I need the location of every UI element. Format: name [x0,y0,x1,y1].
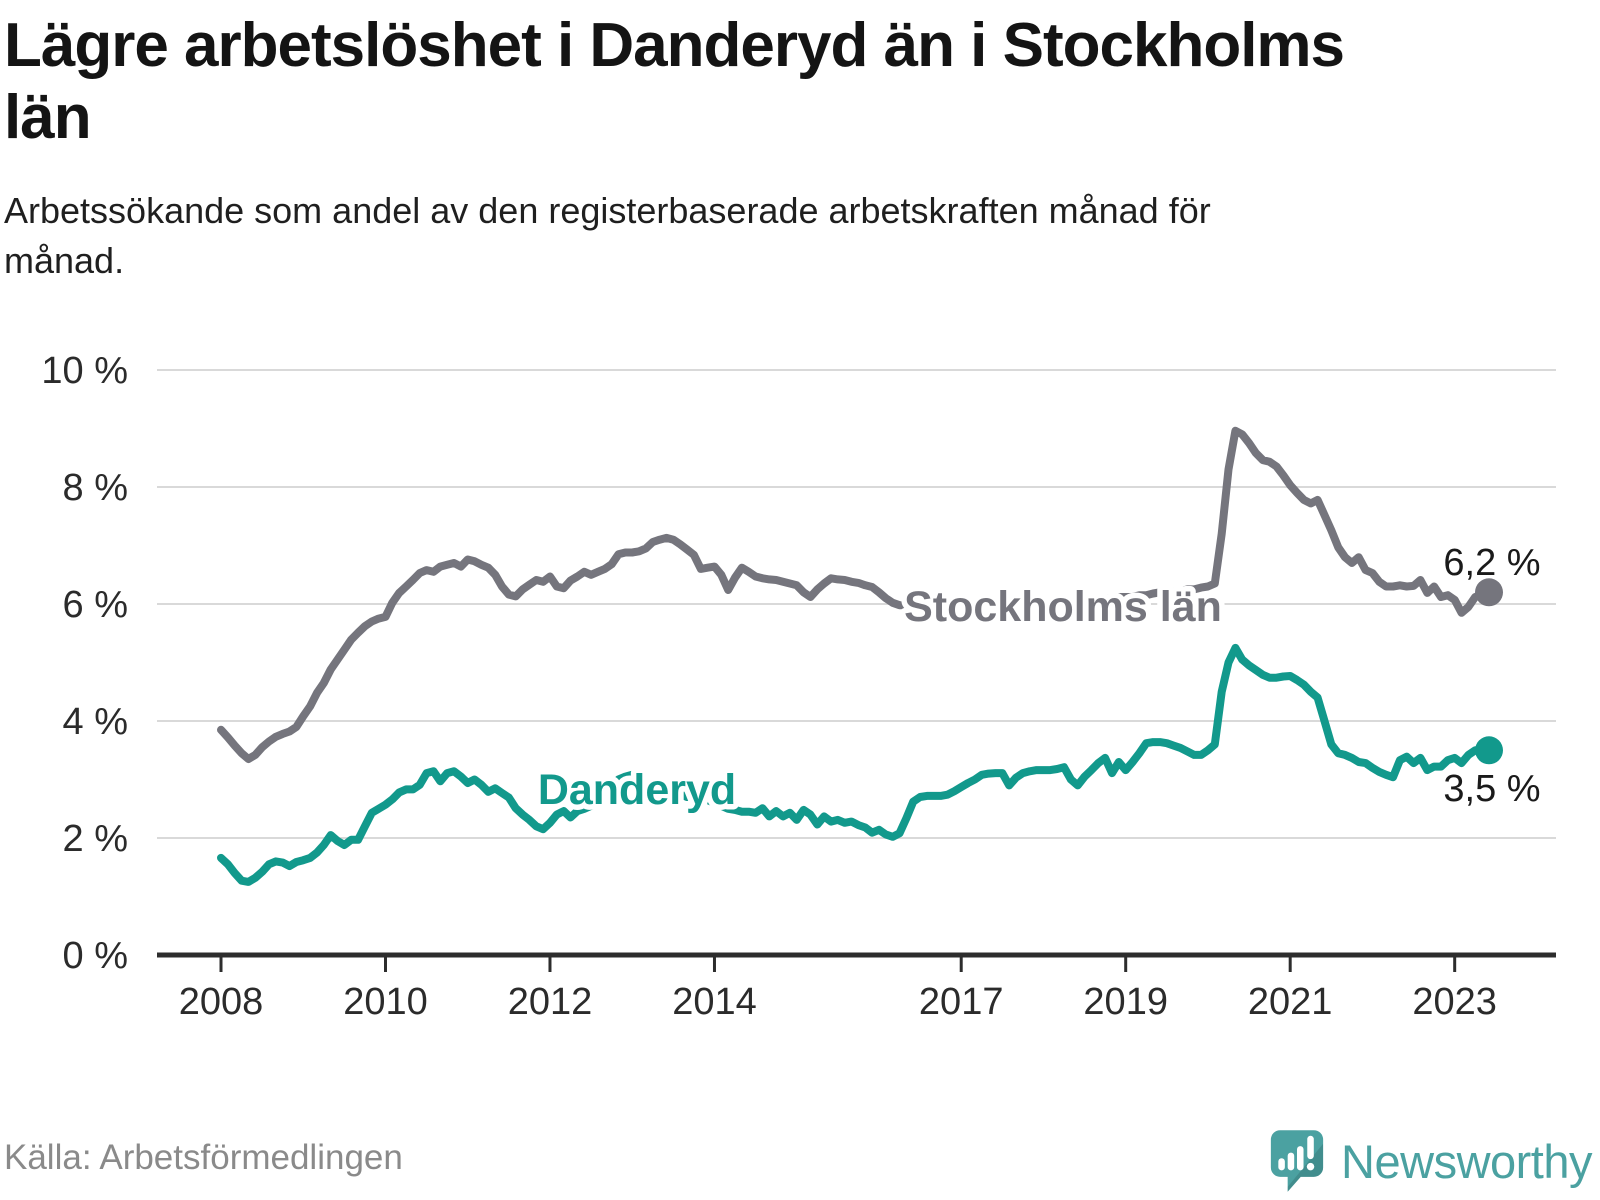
x-axis-label-2010: 2010 [343,981,428,1023]
x-axis-label-2014: 2014 [672,981,757,1023]
bar-chart-glyph-bar1 [1278,1158,1285,1171]
bar-chart-glyph-bar2 [1287,1152,1295,1171]
newsworthy-logo: Newsworthy [1269,1126,1592,1196]
y-axis-label-4: 4 % [63,701,128,743]
series-label-stockholms-l-n: Stockholms län [904,583,1222,631]
y-axis-label-0: 0 % [63,935,128,977]
y-axis-label-10: 10 % [41,350,128,392]
series-end-value-stockholms-l-n: 6,2 % [1443,542,1540,584]
exclamation-mark-dot [1306,1162,1315,1171]
series-line-stockholms-l-n [217,426,1493,763]
source-note: Källa: Arbetsförmedlingen [4,1138,403,1177]
x-axis-label-2008: 2008 [179,981,264,1023]
page-title: Lägre arbetslöshet i Danderyd än i Stock… [4,11,1345,152]
x-axis-label-2023: 2023 [1412,981,1497,1023]
x-axis-label-2012: 2012 [508,981,593,1023]
exclamation-mark-bar [1307,1135,1314,1160]
page-subtitle: Arbetssökande som andel av den registerb… [4,190,1211,281]
series-label-danderyd: Danderyd [538,766,736,814]
y-axis-label-2: 2 % [63,818,128,860]
series-line-danderyd [217,643,1493,886]
footer: Källa: Arbetsförmedlingen Newsworthy [4,1126,1592,1196]
newsworthy-brand-name: Newsworthy [1341,1134,1592,1188]
series-end-dot-stockholms-l-n [1475,578,1503,607]
x-axis-label-2021: 2021 [1248,981,1333,1023]
y-axis-label-6: 6 % [63,584,128,626]
x-axis-label-2019: 2019 [1083,981,1168,1023]
newsworthy-logo-icon [1270,1130,1324,1192]
x-axis-label-2017: 2017 [919,981,1004,1023]
series-end-dot-danderyd [1475,736,1503,765]
series-end-value-danderyd: 3,5 % [1443,768,1540,810]
y-axis-label-8: 8 % [63,467,128,509]
bar-chart-glyph-bar3 [1297,1146,1304,1171]
